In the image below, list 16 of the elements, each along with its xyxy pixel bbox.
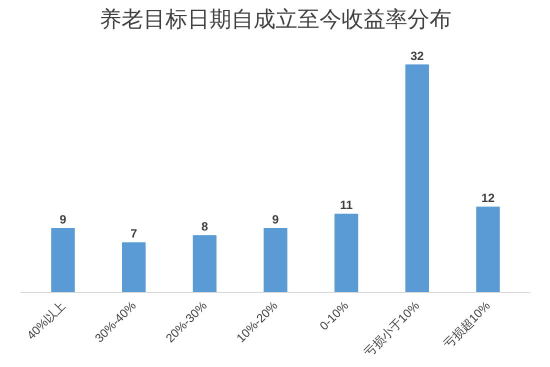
data-label: 7 [130,226,138,241]
bar [264,228,288,292]
data-label: 11 [340,198,353,212]
bar [192,235,216,292]
chart-title: 养老目标日期自成立至今收益率分布 [100,8,452,32]
x-tick-label: 40%以上 [24,298,68,342]
data-label: 9 [60,212,67,226]
bar [122,242,146,292]
bar [405,64,429,292]
bar [51,228,75,292]
bar [334,214,358,292]
data-label: 9 [272,212,280,226]
data-label: 8 [201,220,208,234]
data-label: 12 [481,191,495,206]
bar [476,206,500,292]
data-label: 32 [410,48,424,63]
